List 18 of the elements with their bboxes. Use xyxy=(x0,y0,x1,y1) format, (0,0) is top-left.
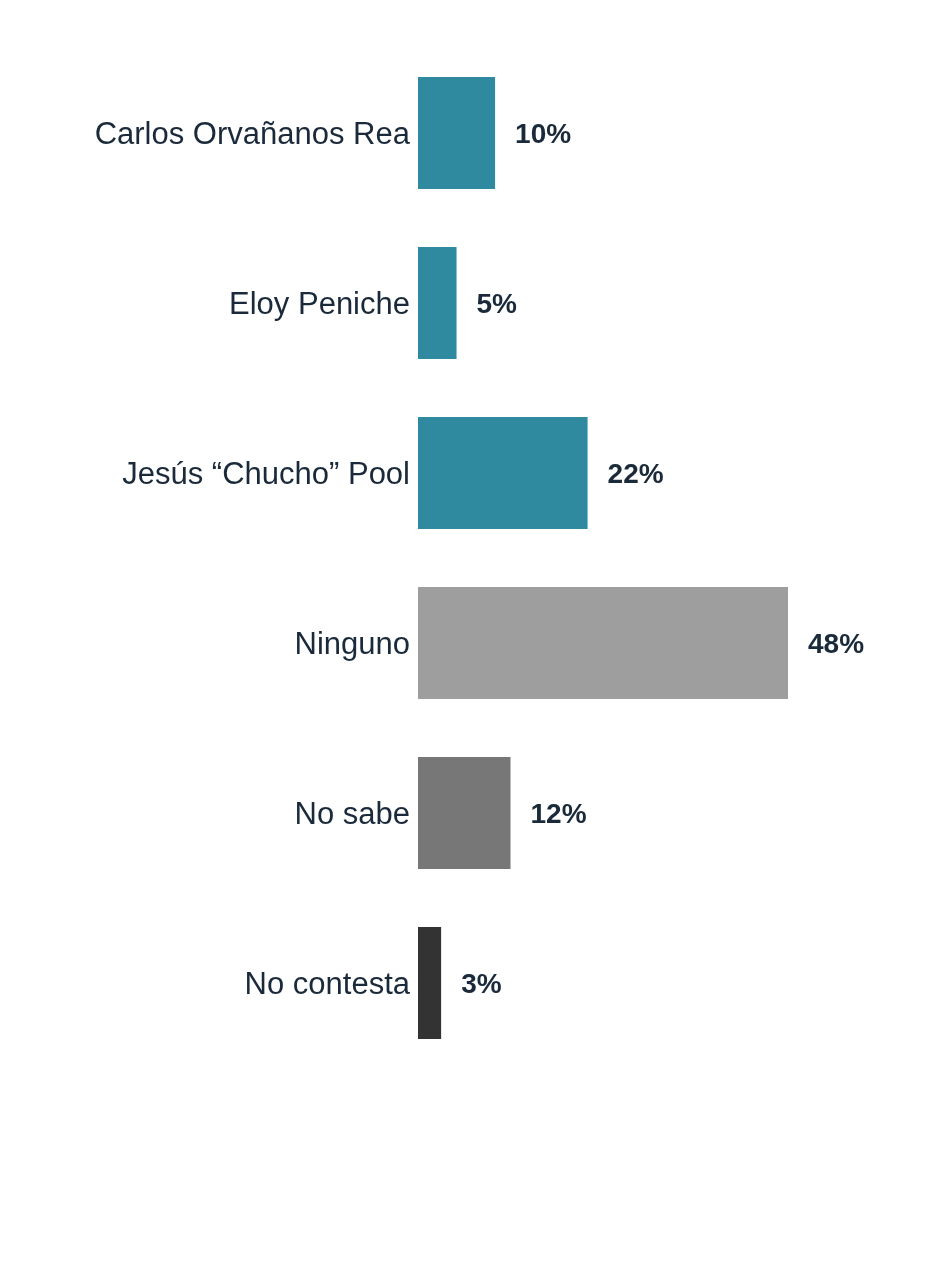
data-label: 5% xyxy=(476,287,518,319)
bar xyxy=(418,926,442,1039)
data-label: 22% xyxy=(607,457,664,489)
y-tick-label: Jesús “Chucho” Pool xyxy=(122,456,410,492)
bar xyxy=(418,76,496,189)
bar xyxy=(418,586,788,699)
bar xyxy=(418,246,457,359)
y-tick-label: No contesta xyxy=(244,966,411,1002)
y-tick-label: Eloy Peniche xyxy=(229,286,410,322)
y-tick-label: No sabe xyxy=(294,796,410,832)
bar xyxy=(418,756,511,869)
data-label: 3% xyxy=(461,967,502,999)
y-tick-label: Carlos Orvañanos Rea xyxy=(94,116,411,152)
data-label: 10% xyxy=(515,117,572,149)
bar xyxy=(418,416,588,529)
data-label: 48% xyxy=(808,627,865,659)
data-label: 12% xyxy=(530,797,587,829)
y-tick-label: Ninguno xyxy=(294,626,410,662)
